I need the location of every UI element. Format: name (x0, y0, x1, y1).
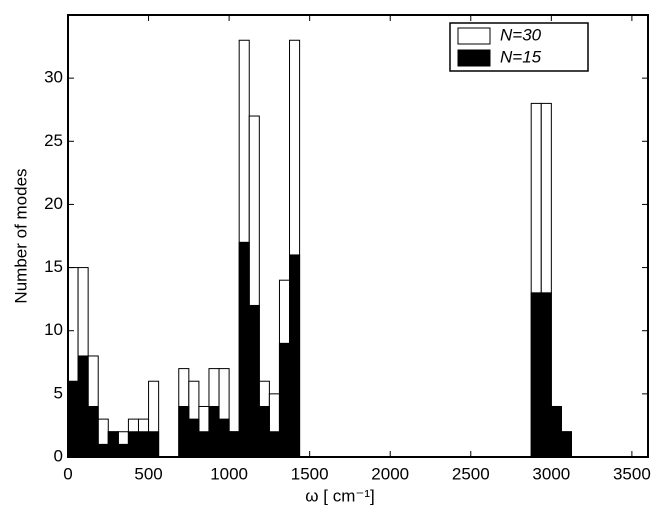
y-tick-label: 5 (54, 383, 63, 402)
bar (238, 241, 250, 458)
legend-swatch (457, 49, 491, 67)
bar (550, 405, 562, 458)
x-tick-label: 0 (63, 464, 72, 483)
y-tick-label: 0 (54, 446, 63, 465)
bar (188, 418, 200, 458)
bar (148, 431, 160, 458)
bar (228, 431, 240, 458)
bar (208, 405, 220, 458)
y-tick-label: 25 (44, 131, 63, 150)
bar (107, 431, 119, 458)
bar (67, 380, 79, 458)
bar (289, 254, 301, 458)
y-tick-label: 15 (44, 257, 63, 276)
y-tick-label: 20 (44, 194, 63, 213)
bar (97, 443, 109, 458)
x-tick-label: 2500 (452, 464, 490, 483)
bar (248, 304, 260, 458)
x-tick-label: 3000 (532, 464, 570, 483)
x-tick-label: 500 (134, 464, 162, 483)
x-tick-label: 3500 (613, 464, 651, 483)
x-axis-label: ω [ cm⁻¹] (305, 486, 374, 505)
bar (117, 443, 129, 458)
plot-frame (67, 14, 649, 458)
x-tick-label: 2000 (371, 464, 409, 483)
bar (87, 405, 99, 458)
bar (218, 418, 230, 458)
bar (530, 292, 542, 458)
bar (178, 405, 190, 458)
bar (137, 431, 150, 458)
y-tick-label: 10 (44, 320, 63, 339)
bar (560, 431, 572, 458)
x-tick-label: 1500 (291, 464, 329, 483)
legend-label: N=30 (500, 25, 542, 44)
y-tick-label: 30 (44, 68, 63, 87)
bar (198, 431, 210, 458)
legend-label: N=15 (500, 47, 542, 66)
legend-swatch (457, 27, 491, 45)
bar (77, 355, 89, 458)
bar (258, 405, 270, 458)
y-axis-label: Number of modes (11, 168, 30, 303)
bar (268, 431, 280, 458)
bar (540, 292, 552, 458)
x-tick-label: 1000 (210, 464, 248, 483)
bar (127, 431, 139, 458)
bar (278, 342, 291, 458)
